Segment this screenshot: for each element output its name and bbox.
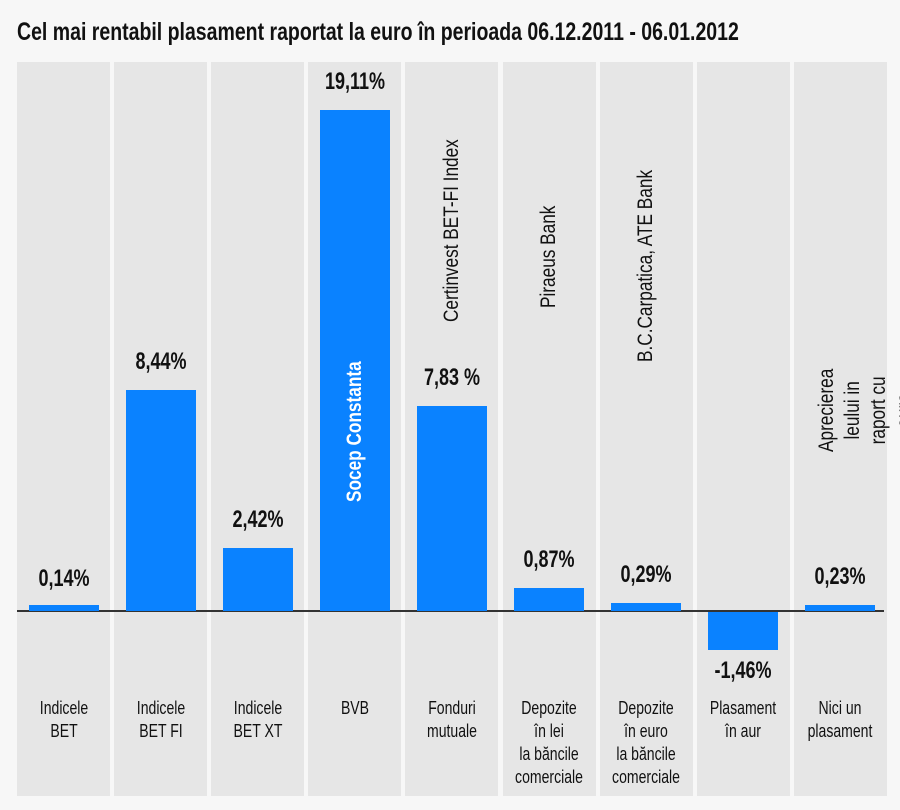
category-column — [793, 62, 887, 796]
column-annotation: B.C.Carpatica, ATE Bank — [634, 169, 658, 362]
column-annotation: Piraeus Bank — [537, 205, 560, 308]
data-label: 0,29% — [620, 561, 672, 589]
category-label: Indicele BET — [39, 698, 88, 741]
data-label: -1,46% — [714, 657, 772, 685]
data-label: 2,42% — [232, 505, 284, 533]
zero-axis-line — [17, 610, 884, 612]
data-label: 0,23% — [814, 562, 866, 590]
column-annotation: Aprecierea leului in raport cu euro — [815, 368, 900, 452]
category-label: Fonduri mutuale — [426, 698, 477, 741]
bar-annotation-inside: Socep Constanta — [342, 361, 366, 502]
data-label: 19,11% — [324, 68, 385, 96]
bar — [28, 605, 99, 611]
bar — [125, 389, 196, 611]
category-label: Plasament în aur — [710, 698, 777, 741]
data-label: 7,83 % — [423, 363, 480, 391]
bar — [611, 603, 682, 611]
category-column — [211, 62, 305, 796]
bar — [708, 612, 779, 651]
column-annotation: Certinvest BET-FI Index — [439, 139, 463, 322]
category-label: Depozite în euro la băncile comerciale — [612, 698, 681, 787]
bar — [805, 604, 876, 611]
bar — [416, 405, 487, 611]
bar — [514, 588, 584, 611]
category-column — [696, 62, 790, 796]
data-label: 8,44% — [135, 347, 187, 375]
chart-title: Cel mai rentabil plasament raportat la e… — [17, 18, 739, 46]
category-column — [502, 62, 596, 796]
data-label: 0,87% — [523, 546, 575, 574]
category-label: Nici un plasament — [807, 698, 873, 741]
category-label: Indicele BET XT — [233, 698, 283, 741]
category-column — [599, 62, 693, 796]
data-label: 0,14% — [37, 565, 90, 593]
bar — [222, 547, 293, 611]
category-column — [17, 62, 110, 796]
category-label: Depozite în lei la băncile comerciale — [515, 698, 583, 787]
bar — [319, 110, 390, 611]
category-label: Indicele BET FI — [136, 698, 185, 741]
category-label: BVB — [340, 698, 369, 718]
